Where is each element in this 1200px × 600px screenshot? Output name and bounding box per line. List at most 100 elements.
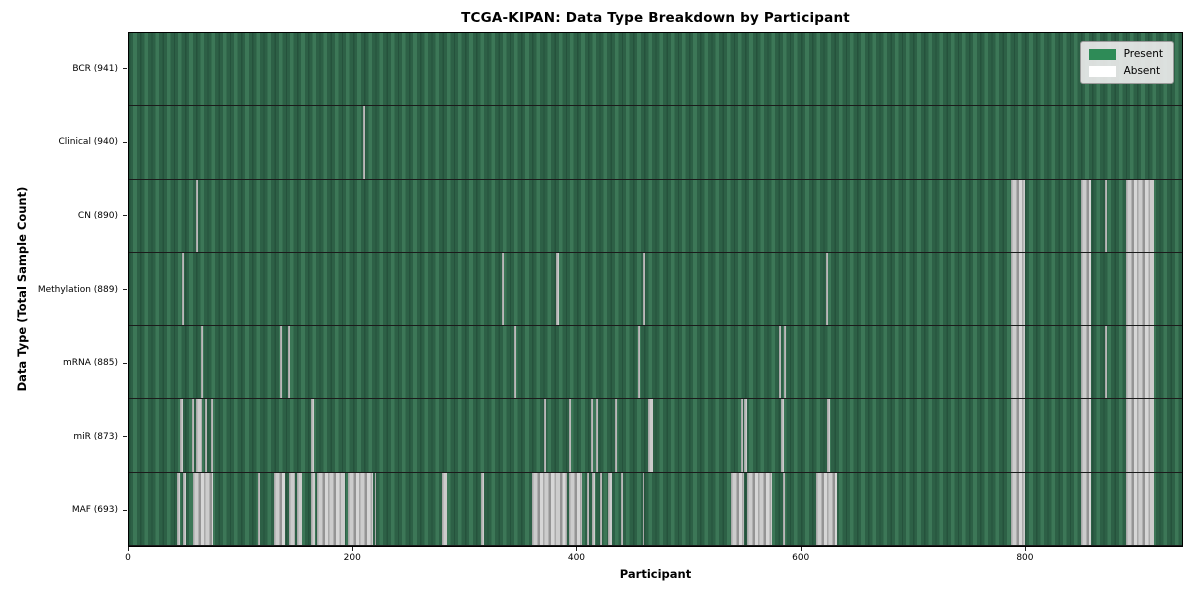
absent-stripe: [638, 326, 641, 399]
absent-stripe: [531, 472, 567, 545]
legend-label-absent: Absent: [1123, 65, 1161, 77]
absent-stripe: [348, 472, 373, 545]
y-tick-mark: [123, 289, 127, 290]
y-tick-label-mrna: mRNA (885): [63, 358, 118, 369]
y-tick-mark: [123, 68, 127, 70]
absent-stripe: [501, 252, 504, 326]
absent-stripe: [1081, 399, 1092, 472]
y-tick-mark: [123, 215, 127, 217]
absent-stripe: [648, 399, 653, 472]
legend-item-present: Present: [1088, 48, 1163, 60]
absent-stripe: [289, 472, 295, 545]
absent-stripe: [556, 252, 559, 326]
absent-stripe: [592, 472, 595, 545]
absent-stripe: [614, 399, 617, 472]
absent-stripe: [782, 472, 785, 545]
absent-stripe: [182, 472, 187, 545]
absent-stripe: [1081, 326, 1092, 399]
absent-swatch: [1088, 65, 1116, 77]
absent-stripe: [180, 399, 183, 472]
absent-stripe: [205, 399, 208, 472]
heatmap-row-maf: [129, 472, 1182, 546]
absent-stripe: [296, 472, 303, 545]
absent-stripe: [362, 106, 366, 179]
absent-stripe: [744, 399, 747, 472]
absent-stripe: [826, 252, 829, 326]
absent-stripe: [591, 399, 594, 472]
absent-stripe: [196, 179, 199, 252]
absent-stripe: [311, 399, 314, 472]
legend-label-present: Present: [1123, 48, 1163, 60]
absent-stripe: [779, 326, 782, 399]
x-tick-label-800: 800: [1016, 553, 1034, 563]
absent-stripe: [316, 472, 345, 545]
absent-stripe: [600, 472, 603, 545]
legend-item-absent: Absent: [1088, 65, 1163, 77]
absent-stripe: [781, 399, 784, 472]
absent-stripe: [1010, 252, 1026, 326]
y-tick-label-maf: MAF (693): [71, 505, 118, 516]
absent-stripe: [1081, 179, 1092, 252]
x-tick-label-0: 0: [125, 553, 131, 563]
absent-stripe: [1010, 399, 1026, 472]
absent-stripe: [1126, 326, 1155, 399]
x-tick-mark: [1024, 547, 1026, 551]
x-tick-mark: [352, 547, 354, 551]
absent-stripe: [1126, 472, 1155, 545]
absent-stripe: [177, 472, 181, 545]
y-tick-label-bcr: BCR (941): [72, 63, 118, 74]
absent-stripe: [311, 472, 315, 545]
x-tick-label-400: 400: [567, 553, 586, 563]
absent-stripe: [568, 472, 583, 545]
x-tick-mark: [128, 547, 129, 551]
absent-stripe: [481, 472, 484, 545]
absent-stripe: [1126, 252, 1155, 326]
y-tick-label-methylation: Methylation (889): [37, 284, 118, 295]
absent-stripe: [191, 399, 194, 472]
absent-stripe: [816, 472, 838, 545]
present-swatch: [1088, 48, 1116, 60]
absent-stripe: [595, 399, 598, 472]
absent-stripe: [287, 326, 291, 399]
y-tick-label-clinical: Clinical (940): [58, 137, 118, 148]
absent-stripe: [196, 399, 202, 472]
x-tick-mark: [800, 547, 802, 551]
heatmap-row-cn: [129, 179, 1182, 253]
absent-stripe: [181, 252, 184, 326]
absent-stripe: [544, 399, 547, 472]
y-tick-label-cn: CN (890): [77, 210, 118, 221]
absent-stripe: [1081, 472, 1092, 545]
absent-stripe: [1081, 252, 1092, 326]
x-tick-mark: [576, 547, 578, 551]
absent-stripe: [642, 252, 645, 326]
chart-title: TCGA-KIPAN: Data Type Breakdown by Parti…: [461, 10, 850, 26]
absent-stripe: [210, 399, 213, 472]
absent-stripe: [442, 472, 447, 545]
x-tick-label-200: 200: [343, 553, 361, 563]
heatmap-plot-area: Present Absent: [128, 32, 1183, 547]
absent-stripe: [586, 472, 589, 545]
heatmap-row-mrna: [129, 326, 1182, 400]
x-tick-label-600: 600: [792, 553, 810, 563]
absent-stripe: [1126, 399, 1155, 472]
absent-stripe: [1010, 179, 1026, 252]
absent-stripe: [827, 399, 830, 472]
absent-stripe: [375, 472, 377, 545]
y-tick-label-mir: miR (873): [73, 431, 118, 442]
absent-stripe: [746, 472, 773, 545]
absent-stripe: [513, 326, 517, 399]
y-tick-mark: [123, 141, 127, 143]
absent-stripe: [607, 472, 613, 545]
absent-stripe: [783, 326, 786, 399]
absent-stripe: [741, 399, 744, 472]
heatmap-row-clinical: [129, 106, 1182, 180]
heatmap-row-methylation: [129, 252, 1182, 327]
absent-stripe: [192, 472, 213, 545]
absent-stripe: [731, 472, 745, 545]
absent-stripe: [642, 472, 644, 545]
absent-stripe: [257, 472, 260, 545]
legend: Present Absent: [1079, 41, 1174, 84]
x-axis-label: Participant: [619, 567, 692, 581]
heatmap-row-mir: [129, 399, 1182, 473]
